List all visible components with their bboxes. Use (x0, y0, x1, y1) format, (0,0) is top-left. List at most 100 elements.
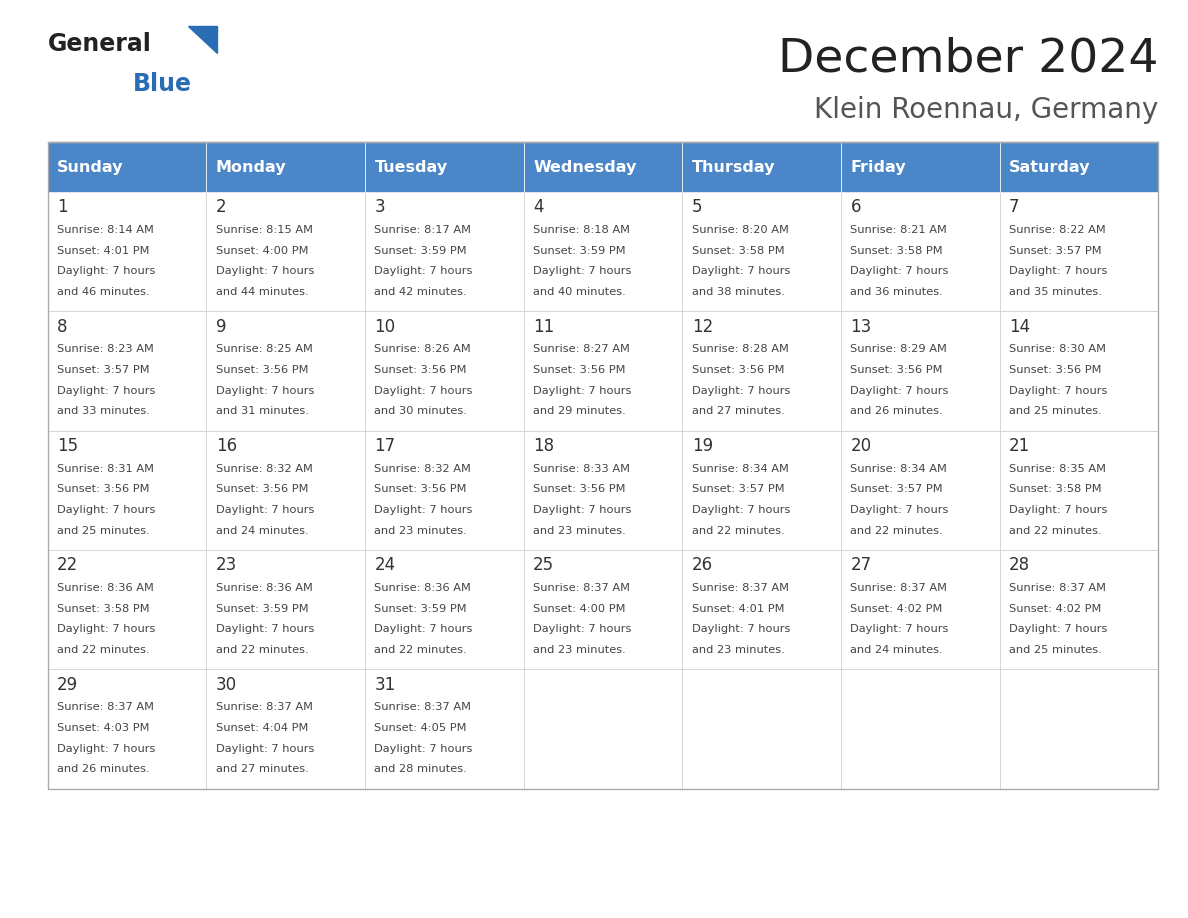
Text: 14: 14 (1009, 318, 1030, 336)
Bar (207, 192, 365, 311)
Text: and 42 minutes.: and 42 minutes. (374, 287, 467, 297)
Text: and 24 minutes.: and 24 minutes. (851, 645, 943, 655)
Text: Sunrise: 8:33 AM: Sunrise: 8:33 AM (533, 464, 630, 474)
Bar (999, 669, 1158, 789)
Text: Sunset: 3:56 PM: Sunset: 3:56 PM (691, 365, 784, 375)
Text: Daylight: 7 hours: Daylight: 7 hours (691, 266, 790, 276)
Text: Sunset: 4:00 PM: Sunset: 4:00 PM (216, 246, 308, 255)
Text: and 27 minutes.: and 27 minutes. (691, 407, 784, 416)
Text: 11: 11 (533, 318, 555, 336)
Text: Sunset: 3:59 PM: Sunset: 3:59 PM (374, 246, 467, 255)
Bar (48, 192, 207, 311)
Text: Daylight: 7 hours: Daylight: 7 hours (851, 624, 949, 634)
Bar (207, 669, 365, 789)
Text: Sunset: 3:56 PM: Sunset: 3:56 PM (374, 365, 467, 375)
Text: Daylight: 7 hours: Daylight: 7 hours (1009, 386, 1107, 396)
Text: 30: 30 (216, 676, 236, 694)
Text: and 22 minutes.: and 22 minutes. (57, 645, 150, 655)
Polygon shape (188, 26, 217, 53)
Text: Sunset: 3:56 PM: Sunset: 3:56 PM (216, 365, 308, 375)
Text: Sunset: 3:56 PM: Sunset: 3:56 PM (57, 485, 150, 494)
Text: Daylight: 7 hours: Daylight: 7 hours (374, 624, 473, 634)
Text: and 25 minutes.: and 25 minutes. (1009, 407, 1102, 416)
Text: Sunrise: 8:32 AM: Sunrise: 8:32 AM (216, 464, 312, 474)
Text: Daylight: 7 hours: Daylight: 7 hours (57, 266, 156, 276)
Text: and 22 minutes.: and 22 minutes. (851, 525, 943, 535)
Text: Sunrise: 8:21 AM: Sunrise: 8:21 AM (851, 225, 947, 235)
Text: Saturday: Saturday (1009, 160, 1091, 174)
Text: Daylight: 7 hours: Daylight: 7 hours (57, 386, 156, 396)
Text: Klein Roennau, Germany: Klein Roennau, Germany (814, 96, 1158, 125)
Text: 10: 10 (374, 318, 396, 336)
Text: Sunset: 4:00 PM: Sunset: 4:00 PM (533, 604, 626, 613)
Text: 15: 15 (57, 437, 78, 455)
Text: 9: 9 (216, 318, 226, 336)
Text: Daylight: 7 hours: Daylight: 7 hours (216, 386, 314, 396)
Text: and 23 minutes.: and 23 minutes. (533, 525, 626, 535)
Text: Sunrise: 8:23 AM: Sunrise: 8:23 AM (57, 344, 154, 354)
Text: Sunrise: 8:20 AM: Sunrise: 8:20 AM (691, 225, 789, 235)
Text: Monday: Monday (216, 160, 286, 174)
Text: Thursday: Thursday (691, 160, 776, 174)
Bar (365, 431, 524, 550)
Bar (524, 669, 682, 789)
Bar (207, 431, 365, 550)
Text: 13: 13 (851, 318, 872, 336)
Text: and 35 minutes.: and 35 minutes. (1009, 287, 1102, 297)
Bar (682, 669, 841, 789)
Text: Sunrise: 8:15 AM: Sunrise: 8:15 AM (216, 225, 312, 235)
Text: Daylight: 7 hours: Daylight: 7 hours (691, 624, 790, 634)
Text: Sunday: Sunday (57, 160, 124, 174)
Text: 18: 18 (533, 437, 554, 455)
Text: Daylight: 7 hours: Daylight: 7 hours (216, 744, 314, 754)
Bar (841, 142, 999, 192)
Text: Sunset: 3:56 PM: Sunset: 3:56 PM (533, 485, 626, 494)
Bar (999, 142, 1158, 192)
Bar (682, 550, 841, 669)
Text: Daylight: 7 hours: Daylight: 7 hours (533, 386, 632, 396)
Text: Sunrise: 8:25 AM: Sunrise: 8:25 AM (216, 344, 312, 354)
Text: Daylight: 7 hours: Daylight: 7 hours (533, 624, 632, 634)
Text: Sunset: 3:58 PM: Sunset: 3:58 PM (691, 246, 784, 255)
Text: Sunset: 4:01 PM: Sunset: 4:01 PM (57, 246, 150, 255)
Text: Sunset: 3:59 PM: Sunset: 3:59 PM (216, 604, 309, 613)
Text: Sunset: 4:05 PM: Sunset: 4:05 PM (374, 723, 467, 733)
Text: and 22 minutes.: and 22 minutes. (691, 525, 784, 535)
Bar (48, 550, 207, 669)
Text: Daylight: 7 hours: Daylight: 7 hours (533, 266, 632, 276)
Bar (841, 431, 999, 550)
Text: Sunset: 3:56 PM: Sunset: 3:56 PM (216, 485, 308, 494)
Text: 29: 29 (57, 676, 78, 694)
Bar (207, 142, 365, 192)
Text: Daylight: 7 hours: Daylight: 7 hours (851, 266, 949, 276)
Text: and 25 minutes.: and 25 minutes. (57, 525, 150, 535)
Text: 3: 3 (374, 198, 385, 217)
Text: Sunset: 3:57 PM: Sunset: 3:57 PM (1009, 246, 1101, 255)
Bar (48, 431, 207, 550)
Bar (365, 311, 524, 431)
Text: Sunrise: 8:17 AM: Sunrise: 8:17 AM (374, 225, 472, 235)
Text: and 36 minutes.: and 36 minutes. (851, 287, 943, 297)
Text: Sunrise: 8:30 AM: Sunrise: 8:30 AM (1009, 344, 1106, 354)
Text: Sunrise: 8:36 AM: Sunrise: 8:36 AM (57, 583, 154, 593)
Text: and 22 minutes.: and 22 minutes. (374, 645, 467, 655)
Text: Daylight: 7 hours: Daylight: 7 hours (216, 624, 314, 634)
Bar (524, 550, 682, 669)
Text: and 46 minutes.: and 46 minutes. (57, 287, 150, 297)
Bar (682, 142, 841, 192)
Bar (48, 142, 1158, 789)
Text: 26: 26 (691, 556, 713, 575)
Text: Sunrise: 8:37 AM: Sunrise: 8:37 AM (851, 583, 948, 593)
Text: Sunrise: 8:14 AM: Sunrise: 8:14 AM (57, 225, 154, 235)
Text: and 23 minutes.: and 23 minutes. (533, 645, 626, 655)
Text: Daylight: 7 hours: Daylight: 7 hours (691, 505, 790, 515)
Text: Daylight: 7 hours: Daylight: 7 hours (57, 505, 156, 515)
Text: Sunrise: 8:29 AM: Sunrise: 8:29 AM (851, 344, 947, 354)
Text: Daylight: 7 hours: Daylight: 7 hours (374, 386, 473, 396)
Text: 16: 16 (216, 437, 236, 455)
Text: 5: 5 (691, 198, 702, 217)
Text: Sunset: 3:57 PM: Sunset: 3:57 PM (851, 485, 943, 494)
Text: and 26 minutes.: and 26 minutes. (57, 765, 150, 774)
Text: Tuesday: Tuesday (374, 160, 448, 174)
Text: 6: 6 (851, 198, 861, 217)
